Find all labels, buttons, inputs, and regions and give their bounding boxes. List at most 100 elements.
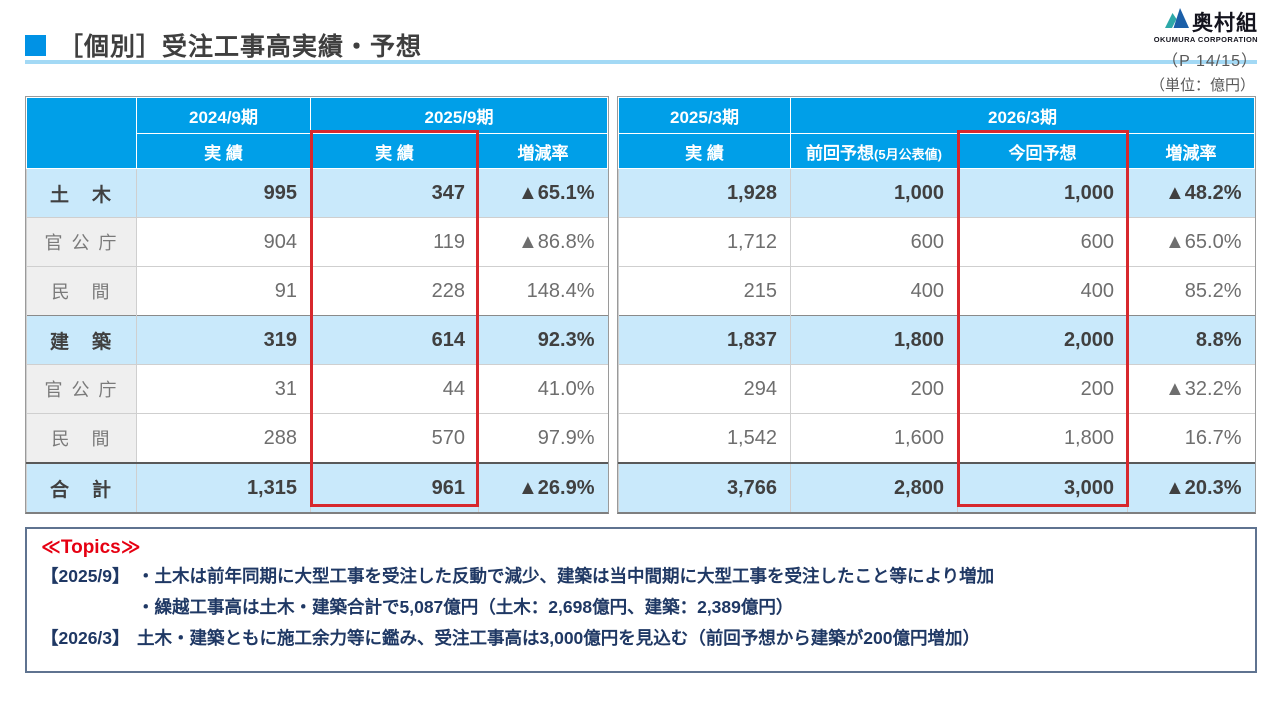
cell: 600: [957, 217, 1128, 267]
cell: 200: [957, 364, 1128, 414]
row-label-header: [26, 97, 137, 169]
cell: 1,712: [618, 217, 791, 267]
table-row: 1,928 1,000 1,000 ▲48.2%: [618, 168, 1255, 218]
cell: ▲32.2%: [1127, 364, 1255, 414]
column-header: 増減率: [478, 133, 608, 169]
title-underline: [25, 60, 1257, 64]
table-row: 215 400 400 85.2%: [618, 266, 1255, 316]
cell: 1,000: [790, 168, 958, 218]
table-row: 294 200 200 ▲32.2%: [618, 364, 1255, 414]
row-label: 民 間: [26, 413, 137, 463]
cell: 91: [136, 266, 311, 316]
column-header: 実 績: [136, 133, 311, 169]
cell: 8.8%: [1127, 315, 1255, 365]
column-header: 前回予想(5月公表値): [790, 133, 958, 169]
cell: 148.4%: [478, 266, 608, 316]
unit-note: （単位：億円）: [1149, 77, 1255, 94]
column-header: 実 績: [310, 133, 479, 169]
table-row: 3,766 2,800 3,000 ▲20.3%: [618, 462, 1255, 512]
cell: 319: [136, 315, 311, 365]
topic-line: ・土木は前年同期に大型工事を受注した反動で減少、建築は当中間期に大型工事を受注し…: [137, 566, 995, 586]
cell: 3,766: [618, 462, 791, 512]
row-label: 合 計: [26, 462, 137, 512]
cell: 1,600: [790, 413, 958, 463]
table-row: 建 築 319 614 92.3%: [26, 315, 608, 365]
cell: 347: [310, 168, 479, 218]
cell: 1,315: [136, 462, 311, 512]
topics-heading: ≪Topics≫: [41, 537, 141, 558]
topic-line: 土木・建築ともに施工余力等に鑑み、受注工事高は3,000億円を見込む（前回予想か…: [137, 628, 980, 648]
cell: 119: [310, 217, 479, 267]
cell: 1,542: [618, 413, 791, 463]
cell: 600: [790, 217, 958, 267]
topic-item: 【2026/3】 土木・建築ともに施工余力等に鑑み、受注工事高は3,000億円を…: [41, 623, 1241, 654]
cell: 570: [310, 413, 479, 463]
cell: 200: [790, 364, 958, 414]
okumura-logo-icon: [1165, 8, 1189, 34]
row-label: 民 間: [26, 266, 137, 316]
cell: 97.9%: [478, 413, 608, 463]
cell: ▲65.0%: [1127, 217, 1255, 267]
row-label: 官 公 庁: [26, 217, 137, 267]
cell: 1,928: [618, 168, 791, 218]
cell: 400: [957, 266, 1128, 316]
cell: ▲20.3%: [1127, 462, 1255, 512]
company-subtitle: OKUMURA CORPORATION: [1153, 35, 1258, 44]
cell: ▲65.1%: [478, 168, 608, 218]
table-row: 官 公 庁 904 119 ▲86.8%: [26, 217, 608, 267]
logo-block: 奥村組 OKUMURA CORPORATION （P 14/15）: [1154, 8, 1258, 71]
table-row: 土 木 995 347 ▲65.1%: [26, 168, 608, 218]
topics-box: ≪Topics≫ 【2025/9】 ・土木は前年同期に大型工事を受注した反動で減…: [25, 527, 1257, 673]
cell: 3,000: [957, 462, 1128, 512]
row-label: 土 木: [26, 168, 137, 218]
cell: 85.2%: [1127, 266, 1255, 316]
table-row: 合 計 1,315 961 ▲26.9%: [26, 462, 608, 512]
cell: 2,800: [790, 462, 958, 512]
cell: 215: [618, 266, 791, 316]
cell: ▲48.2%: [1127, 168, 1255, 218]
cell: ▲86.8%: [478, 217, 608, 267]
cell: 2,000: [957, 315, 1128, 365]
cell: 92.3%: [478, 315, 608, 365]
cell: ▲26.9%: [478, 462, 608, 512]
title-square-icon: [25, 34, 46, 56]
table-row: 官 公 庁 31 44 41.0%: [26, 364, 608, 414]
column-header: 今回予想: [957, 133, 1128, 169]
table-row: 民 間 288 570 97.9%: [26, 413, 608, 463]
cell: 294: [618, 364, 791, 414]
table-row: 1,712 600 600 ▲65.0%: [618, 217, 1255, 267]
topic-tag: 【2026/3】: [41, 628, 130, 648]
cell: 288: [136, 413, 311, 463]
cell: 31: [136, 364, 311, 414]
cell: 1,800: [957, 413, 1128, 463]
cell: 1,000: [957, 168, 1128, 218]
topic-line: ・繰越工事高は土木・建築合計で5,087億円（土木：2,698億円、建築：2,3…: [137, 597, 794, 617]
cell: 41.0%: [478, 364, 608, 414]
period-header: 2026/3期: [790, 97, 1255, 134]
title-block: ［個別］受注工事高実績・予想: [25, 27, 422, 63]
cell: 400: [790, 266, 958, 316]
period-header: 2024/9期: [136, 97, 311, 134]
cell: 1,837: [618, 315, 791, 365]
column-header: 実 績: [618, 133, 791, 169]
row-label: 建 築: [26, 315, 137, 365]
cell: 1,800: [790, 315, 958, 365]
page-title: ［個別］受注工事高実績・予想: [58, 33, 423, 61]
orders-right-table: 2025/3期 2026/3期 実 績 前回予想(5月公表値) 今回予想 増減率…: [617, 96, 1256, 514]
cell: 995: [136, 168, 311, 218]
cell: 904: [136, 217, 311, 267]
cell: 44: [310, 364, 479, 414]
company-name: 奥村組: [1192, 12, 1258, 35]
cell: 614: [310, 315, 479, 365]
cell: 16.7%: [1127, 413, 1255, 463]
row-label: 官 公 庁: [26, 364, 137, 414]
column-header: 増減率: [1127, 133, 1255, 169]
table-row: 1,542 1,600 1,800 16.7%: [618, 413, 1255, 463]
period-header: 2025/3期: [618, 97, 791, 134]
table-row: 民 間 91 228 148.4%: [26, 266, 608, 316]
cell: 961: [310, 462, 479, 512]
orders-left-table: 2024/9期 2025/9期 実 績 実 績 増減率 土 木 995 347 …: [25, 96, 609, 514]
topic-item: 【2025/9】 ・土木は前年同期に大型工事を受注した反動で減少、建築は当中間期…: [41, 561, 1241, 623]
period-header: 2025/9期: [310, 97, 608, 134]
